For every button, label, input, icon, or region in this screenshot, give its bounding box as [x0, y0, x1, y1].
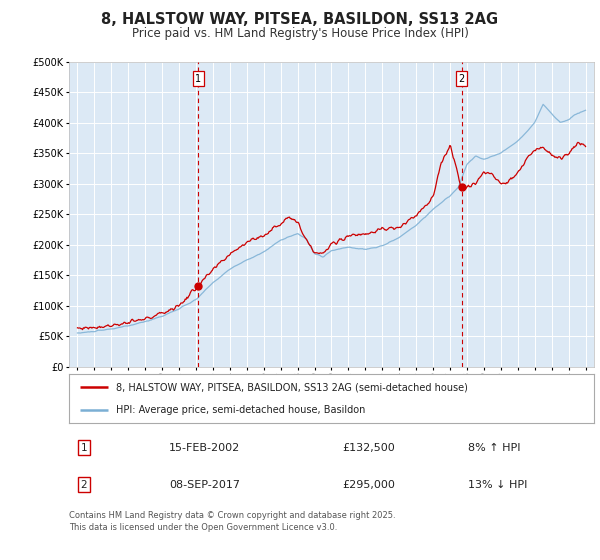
Text: 1: 1 — [195, 74, 201, 83]
Text: 2: 2 — [458, 74, 465, 83]
Text: 8, HALSTOW WAY, PITSEA, BASILDON, SS13 2AG: 8, HALSTOW WAY, PITSEA, BASILDON, SS13 2… — [101, 12, 499, 27]
Text: 8, HALSTOW WAY, PITSEA, BASILDON, SS13 2AG (semi-detached house): 8, HALSTOW WAY, PITSEA, BASILDON, SS13 2… — [116, 382, 468, 393]
Text: 08-SEP-2017: 08-SEP-2017 — [169, 480, 240, 490]
Text: 15-FEB-2002: 15-FEB-2002 — [169, 442, 240, 452]
Text: HPI: Average price, semi-detached house, Basildon: HPI: Average price, semi-detached house,… — [116, 405, 365, 415]
Text: 8% ↑ HPI: 8% ↑ HPI — [468, 442, 521, 452]
Text: £295,000: £295,000 — [342, 480, 395, 490]
Text: £132,500: £132,500 — [342, 442, 395, 452]
Text: 2: 2 — [80, 480, 87, 490]
Text: Price paid vs. HM Land Registry's House Price Index (HPI): Price paid vs. HM Land Registry's House … — [131, 27, 469, 40]
Text: Contains HM Land Registry data © Crown copyright and database right 2025.
This d: Contains HM Land Registry data © Crown c… — [69, 511, 395, 532]
Text: 13% ↓ HPI: 13% ↓ HPI — [468, 480, 527, 490]
Text: 1: 1 — [80, 442, 87, 452]
